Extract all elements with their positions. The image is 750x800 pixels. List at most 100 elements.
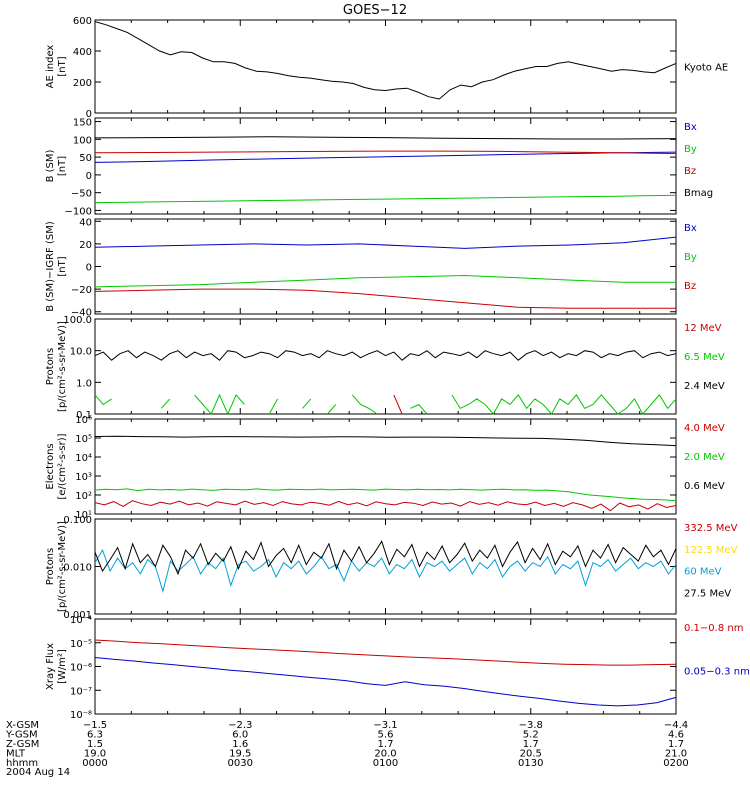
legend-entry: 60 MeV (684, 567, 722, 578)
ephemeris-value: 0130 (518, 758, 543, 769)
ephemeris-value: −2.3 (228, 720, 252, 731)
legend-entry: 0.05−0.3 nm (684, 667, 750, 678)
y-tick-label: 0 (86, 109, 92, 120)
y-tick-label: −50 (71, 189, 92, 200)
legend-entry: 4.0 MeV (684, 423, 725, 434)
y-tick-label: 400 (73, 47, 92, 58)
panel-frame (94, 418, 677, 515)
panel-6: 0.001 0.010 0.100 Protons [p/(cm²-s-sr-MeV)]… (45, 515, 738, 621)
y-tick-label: 1.0 (76, 378, 92, 389)
ephemeris-value: 0030 (228, 758, 253, 769)
y-tick-label: 0 (86, 263, 92, 274)
legend-entry: 12 MeV (684, 323, 722, 334)
ephemeris-row-label: Y-GSM (5, 730, 38, 741)
series-line-bz (94, 288, 676, 309)
ephemeris-value: 0200 (663, 758, 688, 769)
y-axis-unit: [nT] (57, 156, 68, 176)
y-tick-label: −100 (65, 206, 92, 217)
panel-3: 40 20 0 −20 −40 B (SM)−IGRF (SM) [nT] Bx By Bz (45, 217, 697, 318)
y-axis-label: B (SM) (45, 149, 56, 182)
series-line-6.5-mev (94, 393, 677, 416)
panel-4: 0.1 1.0 10.0 100.0 Protons [p/(cm²-s-sr-MeV)]… (45, 315, 725, 421)
y-tick-label: 0.001 (63, 610, 92, 621)
ephemeris-value: 20.5 (520, 749, 542, 760)
y-tick-label: −40 (71, 308, 92, 319)
y-tick-label: 10⁶ (75, 415, 92, 426)
panel-7: 10⁻⁸ 10⁻⁷ 10⁻⁶ 10⁻⁵ 10⁻⁴ Xray Flux [W/m²] 0.1−0… (45, 615, 750, 721)
legend-entry: 27.5 MeV (684, 588, 731, 599)
y-tick-label: 0.1 (76, 410, 92, 421)
series-line-kyoto-ae (94, 21, 677, 100)
legend-entry: 0.6 MeV (684, 481, 725, 492)
y-tick-label: 0.010 (63, 563, 92, 574)
y-tick-label: 150 (73, 118, 92, 129)
y-axis-unit: [nT] (57, 256, 68, 276)
panel-1: 0 200 400 600 AE index [nT] Kyoto AE (45, 16, 728, 120)
y-tick-label: 0.100 (63, 515, 92, 526)
y-tick-label: 20 (79, 240, 92, 251)
legend-entry: Bz (684, 281, 696, 292)
y-tick-label: 50 (79, 153, 92, 164)
y-tick-label: −20 (71, 285, 92, 296)
y-axis-label: B (SM)−IGRF (SM) (45, 221, 56, 312)
series-line-bx (94, 151, 677, 163)
y-tick-label: 10⁻⁸ (70, 710, 92, 721)
legend-entry: Bx (684, 122, 697, 133)
panel-frame (94, 318, 677, 415)
chart-title: GOES−12 (343, 3, 407, 18)
y-axis-label: Electrons (45, 443, 56, 489)
y-tick-label: 100.0 (63, 315, 92, 326)
date-label: 2004 Aug 14 (6, 767, 70, 778)
ephemeris-value: 19.5 (229, 749, 251, 760)
y-axis-unit: [nT] (57, 56, 68, 76)
series-line-0.05-0.3-nm (94, 657, 677, 707)
ephemeris-value: 5.2 (523, 730, 539, 741)
ephemeris-value: 1.7 (523, 739, 539, 750)
y-tick-label: 10⁵ (75, 434, 92, 445)
legend-entry: Bz (684, 166, 696, 177)
panel-frame (94, 218, 677, 315)
ephemeris-value: −3.8 (519, 720, 543, 731)
y-axis-unit: [e/(cm²-s-sr)] (57, 433, 68, 499)
ephemeris-row-label: Z-GSM (6, 739, 39, 750)
series-line-by (94, 194, 677, 204)
ephemeris-value: 1.5 (87, 739, 103, 750)
ephemeris-row-label: MLT (6, 749, 26, 760)
legend-entry: 2.0 MeV (684, 452, 725, 463)
y-axis-unit: [p/(cm²-s-sr-MeV)] (57, 321, 68, 412)
ephemeris-value: −4.4 (664, 720, 688, 731)
legend-entry: 122.5 MeV (684, 545, 738, 556)
y-axis-label: Protons (45, 348, 56, 385)
series-line-bz (94, 150, 677, 155)
ephemeris-value: 0000 (82, 758, 107, 769)
y-tick-label: 10¹ (75, 510, 92, 521)
series-line-60-mev (94, 549, 677, 594)
y-tick-label: 0 (86, 171, 92, 182)
y-tick-label: 40 (79, 217, 92, 228)
legend-entry: 2.4 MeV (684, 381, 725, 392)
y-tick-label: 10⁻⁴ (70, 615, 92, 626)
ephemeris-value: 5.6 (378, 730, 394, 741)
y-tick-label: 100 (73, 135, 92, 146)
ephemeris-value: 20.0 (374, 749, 396, 760)
legend-entry: 0.1−0.8 nm (684, 623, 743, 634)
y-tick-label: 10.0 (70, 347, 92, 358)
y-tick-label: 10⁻⁵ (70, 639, 92, 650)
y-tick-label: 10³ (75, 472, 92, 483)
series-line-27.5-mev (94, 540, 677, 576)
legend-entry: By (684, 252, 697, 263)
legend-entry: Kyoto AE (684, 63, 728, 74)
ephemeris-value: 19.0 (84, 749, 106, 760)
series-line-12-mev (394, 395, 436, 414)
y-tick-label: 10⁴ (75, 453, 92, 464)
y-axis-unit: [W/m²] (57, 649, 68, 684)
panel-frame (94, 618, 677, 715)
series-line-bx (94, 236, 677, 249)
ephemeris-value: 21.0 (665, 749, 687, 760)
legend-entry: Bmag (684, 188, 713, 199)
legend-entry: By (684, 144, 697, 155)
series-line-0.6-mev (94, 435, 677, 447)
y-tick-label: 600 (73, 16, 92, 27)
ephemeris-value: 1.7 (668, 739, 684, 750)
